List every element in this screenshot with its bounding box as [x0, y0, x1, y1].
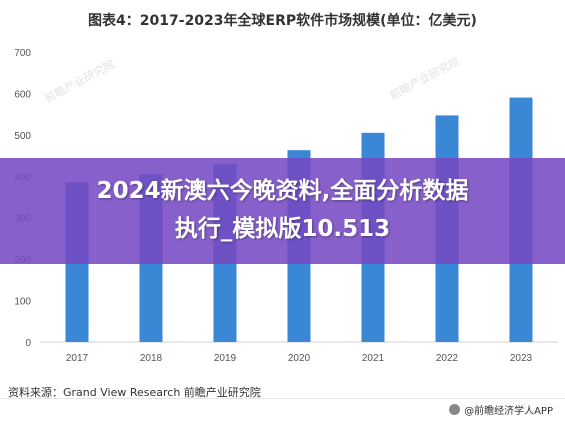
y-tick-label: 600: [14, 89, 31, 100]
footer-brand: @前瞻经济学人APP: [449, 402, 553, 417]
y-tick-label: 0: [25, 338, 31, 349]
overlay-line-2: 执行_模拟版10.513: [174, 216, 391, 242]
x-axis-ticks: 2017 2018 2019 2020 2021 2022 2023: [66, 353, 533, 364]
brand-logo-icon: [449, 404, 461, 415]
overlay-banner: [0, 158, 565, 264]
x-tick-label: 2020: [288, 353, 311, 364]
footer-brand-text: @前瞻经济学人APP: [464, 406, 553, 417]
x-tick-label: 2023: [510, 353, 533, 364]
chart-title: 图表4：2017-2023年全球ERP软件市场规模(单位：亿美元): [88, 13, 477, 29]
y-tick-label: 700: [14, 48, 31, 59]
y-tick-label: 100: [14, 297, 31, 308]
x-tick-label: 2021: [362, 353, 385, 364]
overlay-headline: 2024新澳六今晚资料,全面分析数据 执行_模拟版10.513: [10, 172, 555, 248]
x-tick-label: 2019: [214, 353, 237, 364]
x-tick-label: 2018: [140, 353, 163, 364]
source-note: 资料来源：Grand View Research 前瞻产业研究院: [8, 386, 261, 399]
footer-divider: [0, 398, 565, 399]
x-tick-label: 2022: [436, 353, 459, 364]
overlay-line-1: 2024新澳六今晚资料,全面分析数据: [96, 178, 469, 204]
y-tick-label: 500: [14, 131, 31, 142]
x-tick-label: 2017: [66, 353, 89, 364]
